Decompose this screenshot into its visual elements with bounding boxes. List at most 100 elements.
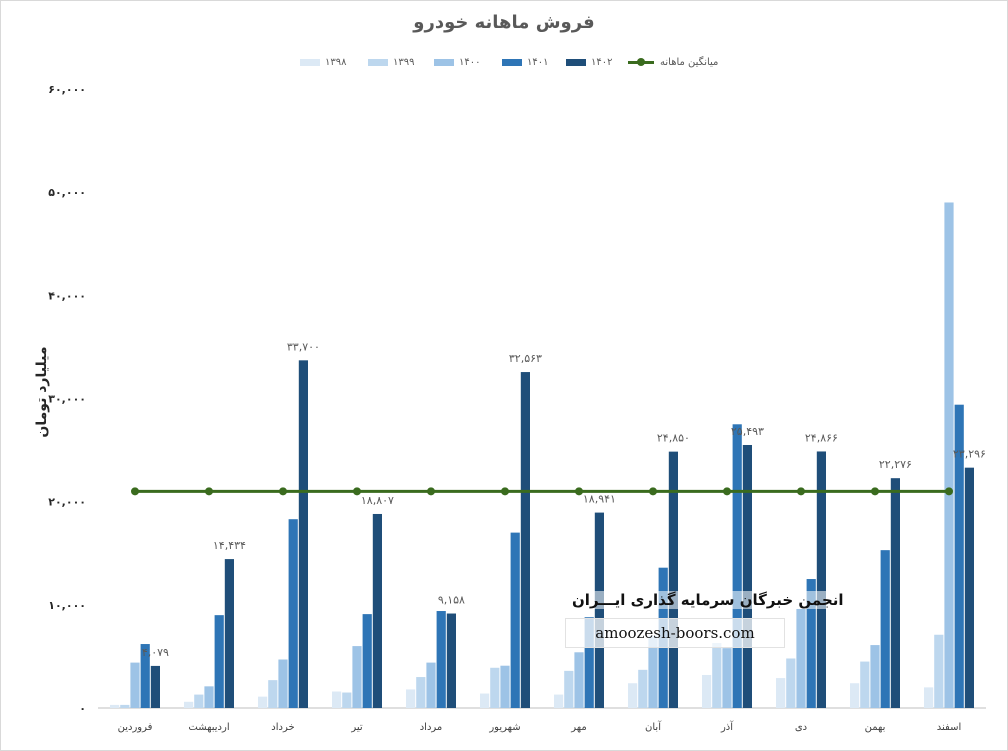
legend-label: ۱۴۰۲	[591, 56, 613, 68]
legend-item: ۱۳۹۸	[300, 52, 346, 72]
bar-3-2	[204, 686, 214, 708]
x-tick-label: اردیبهشت	[188, 722, 229, 733]
bar-3-4	[352, 646, 362, 708]
x-tick-label: مرداد	[420, 722, 443, 733]
average-marker	[871, 487, 879, 496]
y-tick-label: ۶۰,۰۰۰	[48, 83, 86, 96]
bar-1-4	[332, 691, 342, 708]
bar-5-5	[446, 613, 456, 708]
bar-4-1	[140, 644, 150, 708]
legend-item: ۱۴۰۲	[566, 52, 612, 72]
bar-1-8	[628, 683, 638, 708]
legend-label: میانگین ماهانه	[660, 56, 719, 68]
x-tick-label: خرداد	[271, 722, 294, 733]
bar-4-9	[732, 424, 742, 708]
legend-label: ۱۴۰۰	[459, 56, 481, 68]
bar-5-3	[298, 360, 308, 708]
bar-2-7	[564, 670, 574, 708]
data-label: ۱۸,۸۰۷	[361, 494, 394, 507]
bar-5-2	[224, 559, 234, 708]
watermark-url: amoozesh-boors.com	[565, 618, 785, 648]
average-marker	[427, 487, 435, 496]
legend-label: ۱۳۹۸	[325, 56, 347, 68]
bar-5-7	[594, 512, 604, 708]
average-marker	[501, 487, 509, 496]
y-tick-label: ۳۰,۰۰۰	[48, 393, 86, 406]
bar-3-8	[648, 635, 658, 708]
average-marker	[353, 487, 361, 496]
watermark-title: انجمن خبرگان سرمایه گذاری ایـــران	[570, 591, 846, 609]
average-marker	[797, 487, 805, 496]
bar-3-1	[130, 662, 140, 708]
average-marker	[131, 487, 139, 496]
y-tick-label: ۲۰,۰۰۰	[48, 496, 86, 509]
bar-4-5	[436, 611, 446, 708]
data-label: ۱۸,۹۴۱	[583, 493, 616, 506]
data-label: ۲۳,۲۹۶	[953, 448, 986, 461]
bar-1-3	[258, 696, 268, 708]
bar-4-11	[880, 550, 890, 708]
bar-3-10	[796, 608, 806, 708]
average-marker	[723, 487, 731, 496]
bar-1-12	[924, 687, 934, 708]
x-tick-label: آذر	[720, 720, 734, 733]
bar-2-3	[268, 680, 278, 708]
bar-1-1	[110, 704, 120, 708]
bar-5-6	[520, 372, 530, 708]
legend-swatch	[300, 58, 320, 66]
bar-1-6	[480, 693, 490, 708]
bar-3-9	[722, 648, 732, 708]
bar-1-7	[554, 694, 564, 708]
x-tick-label: فروردین	[118, 722, 153, 733]
legend-swatch	[368, 58, 388, 66]
data-label: ۲۴,۸۵۰	[657, 432, 690, 445]
legend-item: ۱۳۹۹	[368, 52, 414, 72]
legend-swatch	[434, 58, 454, 66]
x-tick-label: بهمن	[865, 722, 886, 733]
bar-1-10	[776, 678, 786, 708]
legend-swatch	[502, 58, 522, 66]
bar-5-8	[668, 451, 678, 708]
bar-2-8	[638, 669, 648, 708]
bar-3-5	[426, 662, 436, 708]
legend-line-marker	[628, 57, 654, 66]
bar-5-1	[150, 665, 160, 708]
bar-2-10	[786, 658, 796, 708]
bar-1-2	[184, 701, 194, 708]
bar-5-10	[816, 451, 826, 708]
average-marker	[279, 487, 287, 496]
y-tick-label: ۱۰,۰۰۰	[48, 599, 86, 612]
data-label: ۲۵,۴۹۳	[731, 425, 764, 438]
bar-5-12	[964, 467, 974, 708]
x-tick-label: آبان	[645, 720, 662, 733]
x-tick-label: شهریور	[488, 722, 520, 733]
data-label: ۳۲,۵۶۳	[509, 352, 542, 365]
bar-4-12	[954, 404, 964, 708]
bar-5-4	[372, 513, 382, 708]
bar-5-9	[742, 444, 752, 708]
legend-item-average: میانگین ماهانه	[628, 52, 718, 72]
y-tick-label: ۵۰,۰۰۰	[48, 186, 86, 199]
bar-2-2	[194, 694, 204, 708]
average-marker	[945, 487, 953, 496]
legend: ۱۳۹۸ ۱۳۹۹ ۱۴۰۰ ۱۴۰۱ ۱۴۰۲ میانگین ماهانه	[300, 52, 740, 72]
bar-3-12	[944, 202, 954, 708]
data-label: ۳۳,۷۰۰	[287, 340, 320, 353]
bar-1-5	[406, 689, 416, 708]
x-tick-label: تیر	[350, 722, 363, 733]
bar-3-3	[278, 659, 288, 708]
bar-4-6	[510, 532, 520, 708]
y-tick-label: ۰	[79, 702, 86, 715]
chart-title: فروش ماهانه خودرو	[413, 12, 595, 33]
bar-2-1	[120, 704, 130, 708]
bar-4-4	[362, 614, 372, 708]
bar-2-12	[934, 634, 944, 708]
bar-4-10	[806, 579, 816, 708]
data-label: ۹,۱۵۸	[438, 594, 465, 607]
bar-4-2	[214, 615, 224, 708]
average-marker	[649, 487, 657, 496]
legend-item: ۱۴۰۱	[502, 52, 548, 72]
data-label: ۲۲,۲۷۶	[879, 458, 912, 471]
average-marker	[575, 487, 583, 496]
